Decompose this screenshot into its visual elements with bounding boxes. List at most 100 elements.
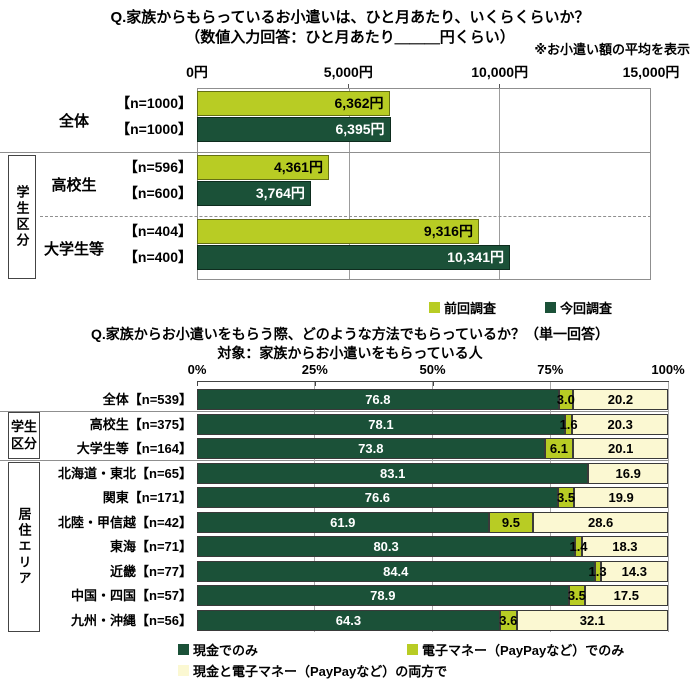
chart1-bar-value: 9,316円	[423, 223, 473, 239]
chart2-segment-cash: 64.3	[197, 610, 500, 631]
chart1-axis-label: 0円	[186, 64, 208, 80]
chart2-segment-both: 16.9	[588, 463, 668, 484]
chart2-segment-value: 1.3	[588, 564, 607, 579]
chart2-row-label: 北海道・東北【n=65】	[58, 466, 192, 481]
chart2-segment-both: 28.6	[533, 512, 668, 533]
chart1-n-label: 【n=596】	[123, 159, 192, 175]
chart2-segment-both: 20.1	[573, 438, 668, 459]
chart1-tick-5000	[348, 84, 349, 88]
chart2-segment-value: 18.3	[612, 539, 638, 554]
chart2-segment-both: 32.1	[516, 610, 668, 631]
chart2-axis-label: 100%	[651, 362, 685, 377]
chart2-segment-emoney	[594, 561, 601, 582]
legend-both-label: 現金と電子マネー（PayPayなど）の両方で	[193, 664, 448, 679]
chart2-segment-cash: 73.8	[197, 438, 545, 459]
chart2-segment-both: 17.5	[585, 585, 668, 606]
chart1-subtitle: （数値入力回答：ひと月あたり＿＿＿円くらい）	[185, 29, 515, 46]
chart2-segment-both: 14.3	[600, 561, 668, 582]
chart1-category-label: 大学生等	[43, 241, 104, 258]
legend-previous-survey: 前回調査	[429, 298, 496, 317]
chart2-segment-value: 20.3	[607, 417, 633, 432]
chart1-bar-previous: 9,316円	[197, 219, 479, 244]
chart2-segment-value: 3.5	[556, 490, 576, 505]
chart2-row-label: 九州・沖縄【n=56】	[71, 613, 192, 628]
chart2-axis-label: 50%	[419, 362, 446, 377]
chart2-segment-both: 20.3	[572, 414, 668, 435]
chart2-axis-line	[197, 381, 669, 382]
chart2-axis-label: 75%	[537, 362, 564, 377]
chart1-bar-previous: 4,361円	[197, 155, 329, 180]
legend-cash-label: 現金でのみ	[193, 643, 259, 658]
chart2-segment-value: 76.8	[365, 392, 391, 407]
chart2-segment-value: 16.9	[615, 466, 641, 481]
chart2-row-label: 近畿【n=77】	[110, 564, 192, 579]
chart1-bar-value: 4,361円	[273, 159, 323, 175]
chart1-axis-label: 15,000円	[622, 64, 680, 80]
chart2-segment-value: 6.1	[549, 441, 568, 456]
chart2-segment-value: 3.0	[556, 392, 575, 407]
chart2-segment-cash: 78.9	[197, 585, 569, 606]
chart2-segment-value: 9.5	[501, 515, 520, 530]
chart1-n-label: 【n=600】	[123, 185, 192, 201]
chart1-n-label: 【n=1000】	[116, 95, 192, 111]
chart2-group-box-area: 居住エリア	[8, 462, 40, 632]
chart2-segment-value: 78.9	[370, 588, 396, 603]
chart1-bar-current: 10,341円	[197, 245, 510, 270]
chart2-segment-both: 20.2	[572, 389, 668, 410]
chart2-segment-value: 84.4	[383, 564, 409, 579]
chart2-row-label: 全体【n=539】	[102, 392, 192, 407]
chart2-segment-value: 64.3	[335, 613, 362, 628]
chart1-axis-label: 10,000円	[471, 64, 529, 80]
chart2-title: Q.家族からお小遣いをもらう際、どのような方法でもらっているか？（単一回答）	[90, 326, 610, 342]
legend-emoney-label: 電子マネー（PayPayなど）でのみ	[422, 643, 625, 658]
legend-current-label: 今回調査	[560, 301, 613, 316]
legend-previous-swatch	[429, 302, 440, 313]
chart1-gridline-10000	[499, 89, 501, 279]
chart2-axis-label: 25%	[301, 362, 328, 377]
chart2-gridline-100	[668, 382, 669, 632]
chart2-segment-emoney	[558, 389, 573, 410]
chart1-bar-value: 6,362円	[334, 95, 384, 111]
chart1-group-box-student: 学生区分	[8, 155, 36, 279]
chart2-segment-both: 19.9	[574, 487, 668, 508]
chart2-row-label: 高校生【n=375】	[89, 417, 192, 432]
chart2-segment-cash: 84.4	[197, 561, 595, 582]
chart2-segment-both: 18.3	[581, 536, 668, 557]
chart2-segment-value: 73.8	[358, 441, 384, 456]
legend-emoney-swatch	[407, 644, 418, 655]
chart1-section-separator	[0, 152, 651, 153]
legend-cash-only: 現金でのみ	[178, 640, 258, 659]
chart1-note: ※お小遣い額の平均を表示	[534, 42, 690, 57]
chart2-segment-emoney	[575, 536, 582, 557]
chart2-segment-value: 14.3	[621, 564, 647, 579]
chart2-subtitle: 対象：家族からお小遣いをもらっている人	[217, 345, 483, 361]
chart2-segment-value: 20.1	[608, 441, 634, 456]
chart2-segment-emoney	[564, 414, 573, 435]
chart1-bar-current: 6,395円	[197, 117, 391, 142]
chart1-category-label: 全体	[58, 113, 89, 130]
chart1-bar-value: 3,764円	[255, 185, 305, 201]
chart2-segment-value: 19.9	[608, 490, 634, 505]
chart2-row-label: 中国・四国【n=57】	[71, 588, 192, 603]
chart2-row-label: 大学生等【n=164】	[76, 441, 192, 456]
chart2-axis-label: 0%	[187, 362, 207, 377]
chart1-n-label: 【n=404】	[123, 223, 192, 239]
legend-cash-swatch	[178, 644, 189, 655]
chart2-row-label: 関東【n=171】	[102, 490, 192, 505]
chart2-separator-area	[0, 460, 669, 461]
chart2-segment-emoney	[568, 585, 586, 606]
legend-both-swatch	[178, 665, 189, 676]
chart2-group-box-student: 学生区分	[8, 412, 40, 459]
chart2-segment-cash: 78.1	[197, 414, 565, 435]
chart2-segment-value: 61.9	[330, 515, 356, 530]
chart2-axis-tick	[433, 382, 434, 386]
legend-both: 現金と電子マネー（PayPayなど）の両方で	[178, 661, 447, 680]
chart2-separator-students	[0, 411, 669, 412]
chart1-axis-label: 5,000円	[323, 64, 373, 80]
legend-current-survey: 今回調査	[545, 298, 612, 317]
legend-current-swatch	[545, 302, 556, 313]
chart2-segment-value: 28.6	[587, 515, 614, 530]
chart1-n-label: 【n=1000】	[116, 121, 192, 137]
chart1-dashed-separator	[40, 216, 651, 217]
chart2-segment-value: 17.5	[613, 588, 639, 603]
